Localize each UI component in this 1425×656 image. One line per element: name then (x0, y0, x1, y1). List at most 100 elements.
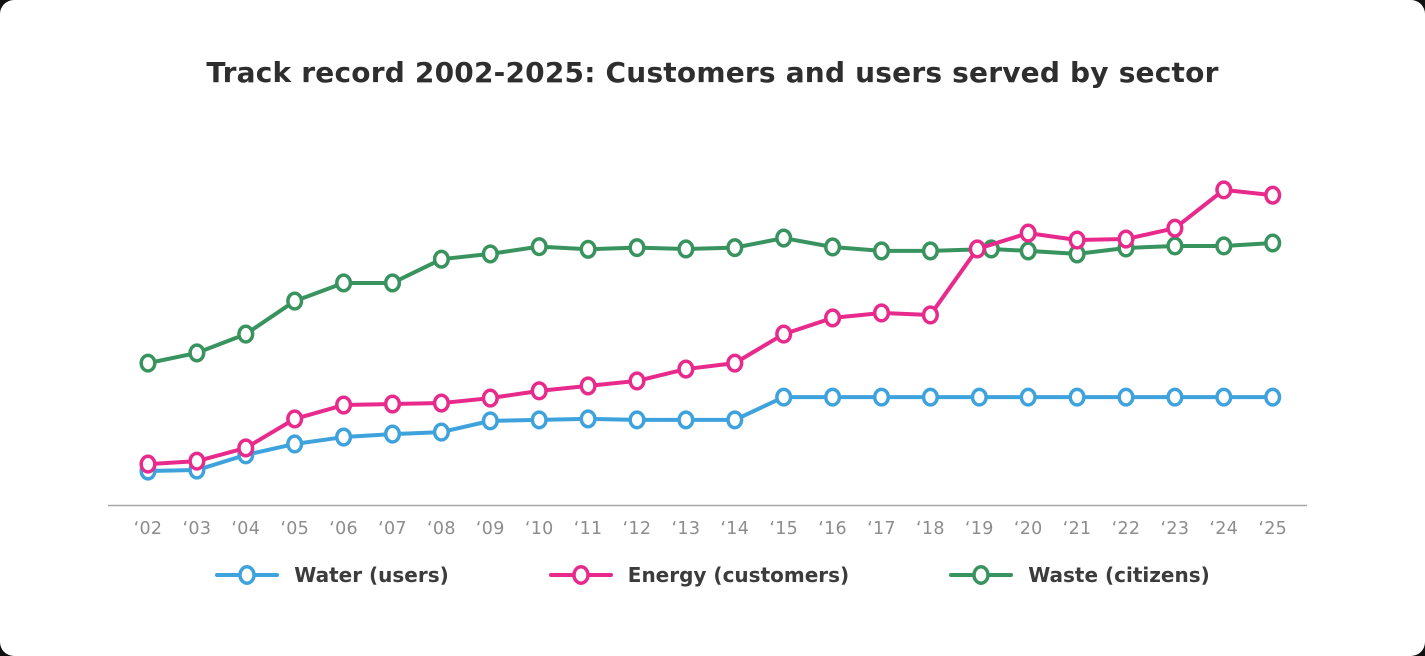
x-tick-label: ‘15 (769, 519, 798, 539)
data-point-marker (726, 353, 744, 373)
x-tick-label: ‘07 (378, 519, 407, 539)
legend-label: Energy (customers) (627, 563, 850, 587)
data-point-marker (726, 410, 744, 430)
data-point-marker (432, 249, 450, 269)
x-tick-label: ‘16 (818, 519, 847, 539)
data-point-marker (1264, 185, 1282, 205)
data-point-marker (579, 409, 597, 429)
data-point-marker (628, 371, 646, 391)
x-tick-label: ‘17 (867, 519, 896, 539)
x-tick-label: ‘12 (623, 519, 652, 539)
legend-item-waste-citizens: Waste (citizens) (949, 562, 1210, 588)
data-point-marker (1068, 387, 1086, 407)
data-point-marker (1166, 387, 1184, 407)
x-tick-label: ‘09 (476, 519, 505, 539)
data-point-marker (530, 381, 548, 401)
data-point-marker (872, 303, 891, 323)
data-point-marker (677, 359, 695, 379)
data-point-marker (530, 237, 548, 257)
x-tick-label: ‘25 (1258, 519, 1287, 539)
legend-label: Water (users) (294, 563, 449, 587)
x-tick-label: ‘13 (672, 519, 701, 539)
data-point-marker (335, 395, 353, 415)
data-point-marker (824, 237, 842, 257)
data-point-marker (1215, 236, 1233, 256)
data-point-marker (1019, 241, 1037, 261)
legend-circle (238, 565, 256, 585)
x-tick-label: ‘04 (231, 519, 260, 539)
x-tick-label: ‘19 (965, 519, 994, 539)
x-tick-label: ‘23 (1161, 519, 1190, 539)
data-point-marker (383, 273, 402, 293)
data-point-marker (481, 388, 499, 408)
data-point-marker (1019, 223, 1037, 243)
x-tick-label: ‘05 (280, 519, 309, 539)
data-point-marker (139, 353, 157, 373)
data-point-marker (677, 410, 695, 430)
x-tick-label: ‘14 (720, 519, 749, 539)
data-point-marker (726, 238, 744, 258)
legend-marker-icon (548, 565, 613, 585)
legend-item-water-users: Water (users) (215, 562, 449, 588)
data-point-marker (286, 409, 304, 429)
data-point-marker (432, 393, 450, 413)
x-tick-label: ‘22 (1112, 519, 1141, 539)
data-point-marker (579, 239, 597, 259)
data-point-marker (481, 411, 499, 431)
x-tick-label: ‘24 (1209, 519, 1238, 539)
data-point-marker (1068, 230, 1086, 250)
legend-marker-icon (949, 565, 1014, 585)
data-point-marker (237, 324, 255, 344)
data-point-marker (1117, 229, 1135, 249)
x-tick-label: ‘18 (916, 519, 945, 539)
x-tick-label: ‘08 (427, 519, 456, 539)
data-point-marker (1019, 387, 1037, 407)
data-point-marker (383, 424, 402, 444)
series-line (146, 187, 1275, 467)
data-point-marker (432, 422, 450, 442)
legend-circle (972, 565, 990, 585)
data-point-marker (628, 238, 646, 258)
chart-legend: Water (users) Energy (customers) Waste (ci… (0, 562, 1425, 588)
x-tick-label: ‘06 (329, 519, 358, 539)
data-point-marker (237, 438, 255, 458)
data-point-marker (1166, 218, 1184, 238)
data-point-marker (1264, 387, 1282, 407)
data-point-marker (286, 434, 304, 454)
data-point-marker (1117, 387, 1135, 407)
data-point-marker (188, 343, 206, 363)
series-waste-citizens- (139, 228, 1282, 373)
data-point-marker (968, 239, 986, 259)
legend-label: Waste (citizens) (1028, 563, 1210, 587)
data-point-marker (775, 228, 793, 248)
data-point-marker (335, 427, 353, 447)
data-point-marker (775, 387, 793, 407)
data-point-marker (628, 410, 646, 430)
data-point-marker (188, 451, 206, 471)
data-point-marker (970, 387, 988, 407)
data-point-marker (921, 305, 939, 325)
data-point-marker (677, 239, 695, 259)
x-tick-label: ‘21 (1063, 519, 1092, 539)
data-point-marker (383, 394, 402, 414)
series-line (146, 395, 1275, 474)
chart-title: Track record 2002-2025: Customers and us… (206, 56, 1219, 89)
x-tick-label: ‘02 (134, 519, 163, 539)
data-point-marker (824, 308, 842, 328)
data-point-marker (775, 324, 793, 344)
x-tick-label: ‘03 (183, 519, 212, 539)
data-point-marker (286, 291, 304, 311)
data-point-marker (921, 241, 939, 261)
x-tick-label: ‘10 (525, 519, 554, 539)
data-point-marker (1166, 236, 1184, 256)
data-point-marker (824, 387, 842, 407)
legend-item-energy-customers: Energy (customers) (548, 562, 850, 588)
data-point-marker (1215, 387, 1233, 407)
data-point-marker (579, 376, 597, 396)
data-point-marker (1215, 180, 1233, 200)
data-point-marker (481, 244, 499, 264)
series-line (146, 236, 1275, 366)
data-point-marker (872, 241, 891, 261)
